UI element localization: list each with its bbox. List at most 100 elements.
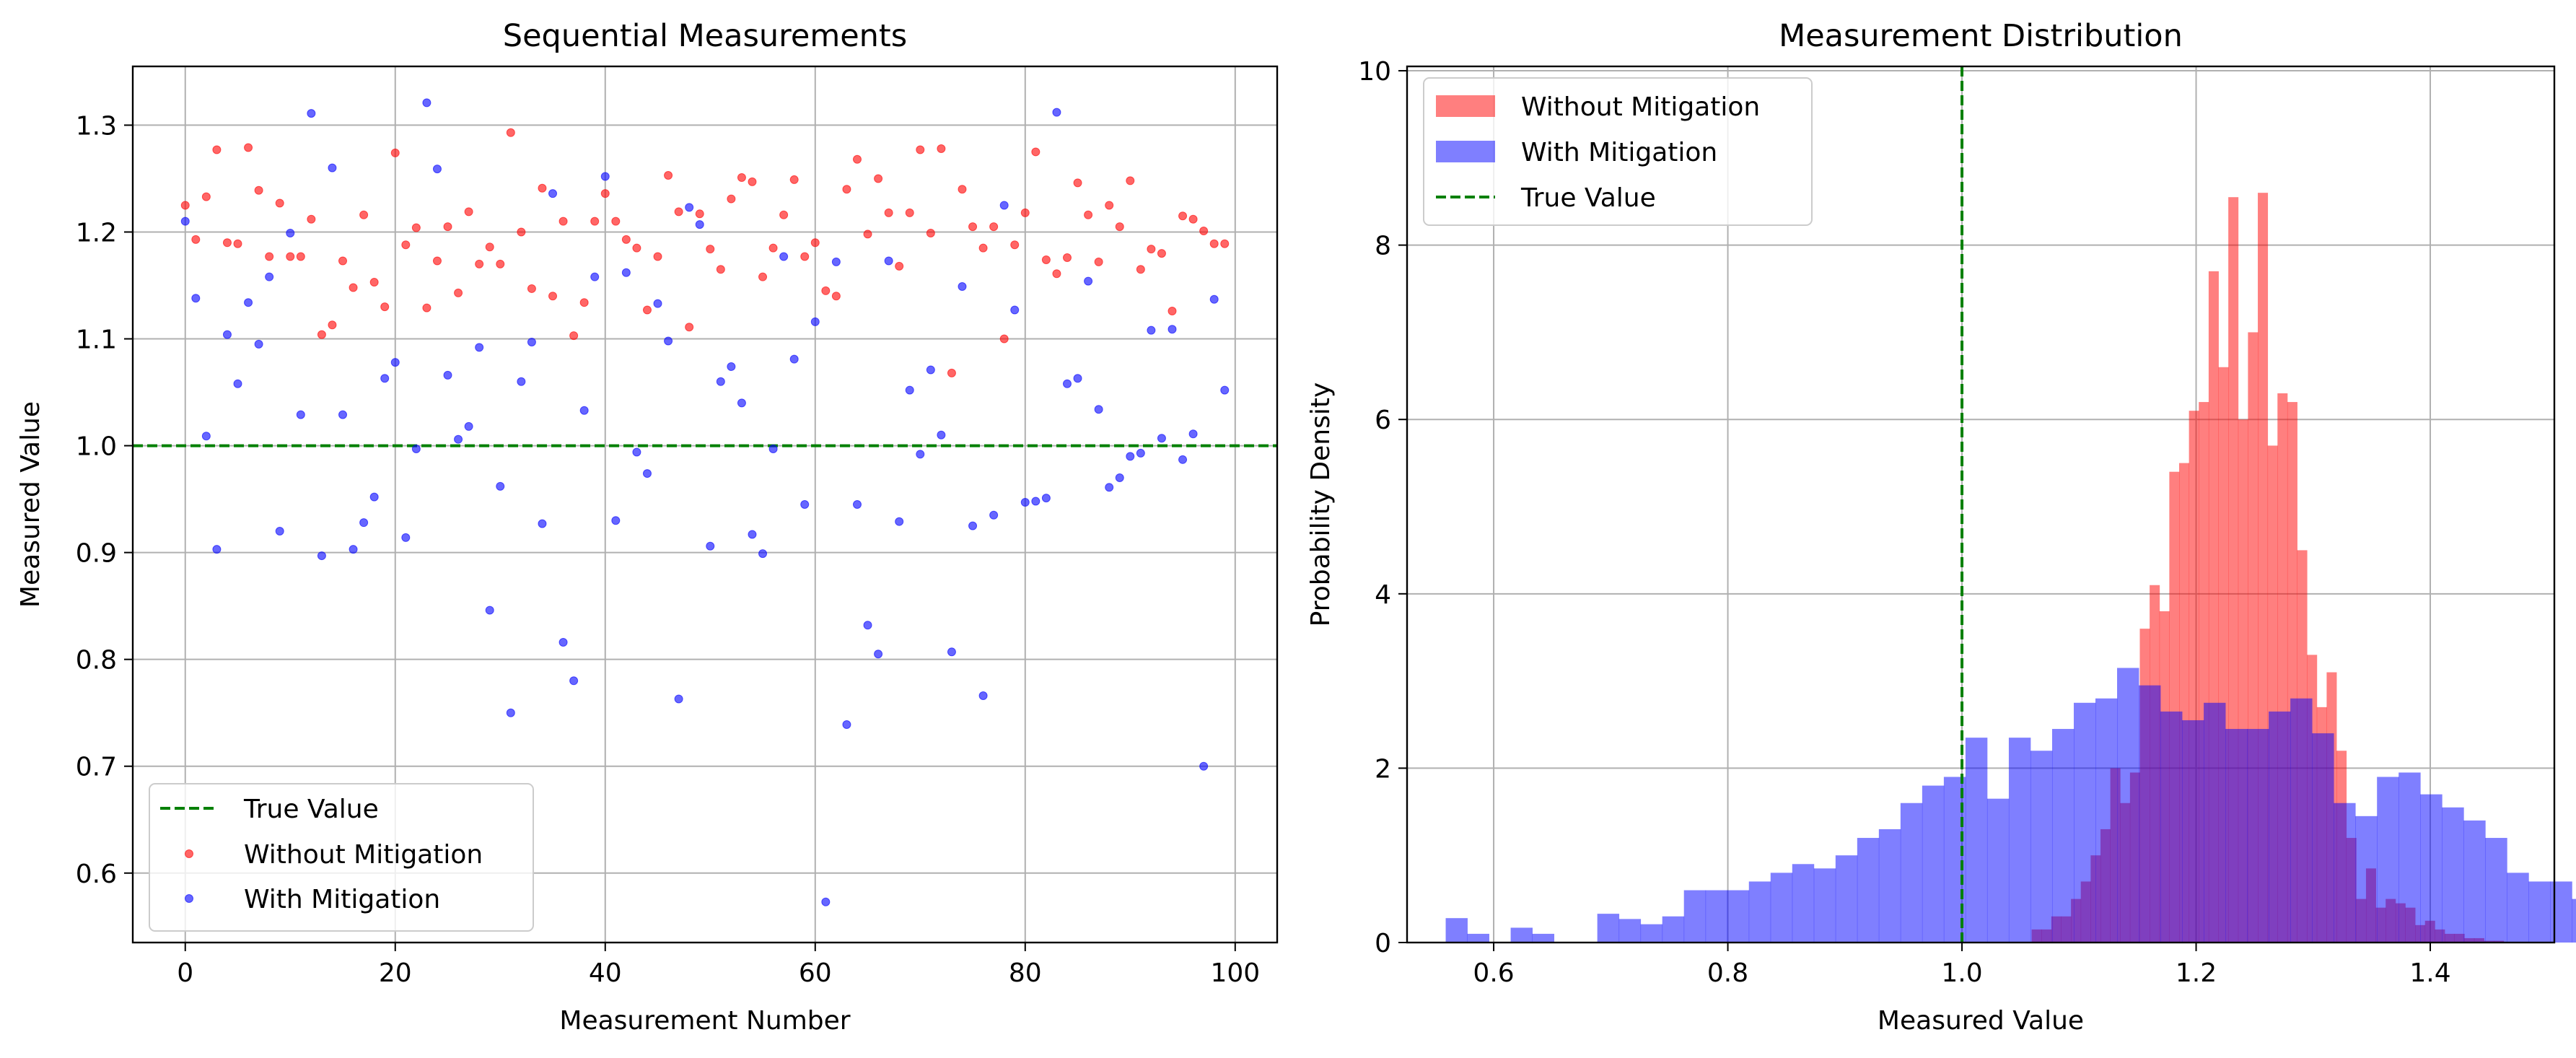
histogram-bar bbox=[2442, 807, 2464, 943]
scatter-point bbox=[789, 354, 799, 364]
scatter-point bbox=[411, 223, 421, 232]
scatter-point bbox=[937, 430, 946, 440]
histogram-bar bbox=[1597, 914, 1620, 943]
scatter-point bbox=[1041, 255, 1051, 264]
scatter-point bbox=[748, 177, 757, 186]
scatter-point bbox=[286, 252, 295, 261]
histogram-title: Measurement Distribution bbox=[1779, 18, 2183, 54]
scatter-point bbox=[338, 410, 348, 419]
x-tick-label: 1.2 bbox=[2176, 958, 2217, 988]
scatter-point bbox=[926, 228, 935, 237]
scatter-point bbox=[1084, 276, 1093, 286]
histogram-bar bbox=[1662, 916, 1685, 943]
scatter-point bbox=[674, 207, 683, 217]
x-tick-label: 1.0 bbox=[1941, 958, 1982, 988]
scatter-point bbox=[590, 272, 600, 281]
scatter-point bbox=[359, 518, 369, 528]
scatter-point bbox=[286, 228, 295, 237]
x-tick-label: 60 bbox=[799, 958, 832, 988]
histogram-x-ticks: 0.6 0.8 1.0 1.2 1.4 bbox=[1473, 943, 2451, 988]
scatter-point bbox=[296, 410, 305, 419]
scatter-point bbox=[464, 207, 473, 217]
scatter-point bbox=[558, 217, 568, 226]
x-tick-label: 100 bbox=[1210, 958, 1260, 988]
histogram-bar bbox=[1943, 777, 1966, 943]
scatter-point bbox=[349, 545, 358, 554]
scatter-point bbox=[307, 109, 316, 118]
scatter-point bbox=[958, 185, 967, 194]
scatter-point bbox=[569, 331, 579, 341]
scatter-series-with-mitigation bbox=[180, 98, 1230, 906]
histogram-bar bbox=[1640, 924, 1663, 943]
histogram-bar bbox=[2507, 873, 2529, 943]
scatter-point bbox=[506, 128, 515, 137]
scatter-point bbox=[685, 323, 694, 332]
histogram-bar bbox=[1727, 890, 1750, 943]
y-tick-label: 0.6 bbox=[76, 860, 117, 889]
scatter-point bbox=[1073, 374, 1082, 383]
scatter-point bbox=[716, 265, 725, 274]
scatter-point bbox=[454, 288, 463, 297]
scatter-point bbox=[621, 235, 631, 244]
scatter-y-axis-label: Measured Value bbox=[16, 401, 45, 608]
scatter-point bbox=[737, 398, 746, 408]
scatter-point bbox=[800, 500, 810, 509]
scatter-point bbox=[1136, 265, 1145, 274]
x-tick-label: 0.6 bbox=[1473, 958, 1514, 988]
y-tick-label: 0.7 bbox=[76, 753, 117, 782]
histogram-bar bbox=[1900, 803, 1923, 943]
legend-label-without-mitigation: Without Mitigation bbox=[244, 840, 483, 870]
legend-label-with-mitigation: With Mitigation bbox=[1521, 138, 1717, 167]
scatter-point bbox=[999, 334, 1009, 344]
scatter-point bbox=[1073, 178, 1082, 188]
scatter-point bbox=[874, 174, 883, 183]
scatter-point bbox=[517, 227, 526, 237]
scatter-point bbox=[748, 530, 757, 539]
histogram-bar bbox=[1922, 785, 1945, 943]
scatter-point bbox=[538, 519, 547, 528]
histogram-bar bbox=[2095, 698, 2118, 943]
histogram-x-axis-label: Measured Value bbox=[1878, 1006, 2084, 1036]
scatter-point bbox=[642, 469, 652, 478]
scatter-point bbox=[1115, 473, 1124, 482]
scatter-point bbox=[842, 720, 851, 729]
scatter-point bbox=[1147, 325, 1156, 335]
scatter-point bbox=[664, 336, 673, 346]
scatter-point bbox=[390, 358, 400, 367]
scatter-point bbox=[884, 256, 893, 266]
scatter-point bbox=[317, 551, 326, 561]
histogram-bar bbox=[1748, 881, 1771, 943]
scatter-point bbox=[1010, 240, 1020, 250]
scatter-point bbox=[212, 545, 222, 554]
scatter-point bbox=[821, 897, 831, 906]
scatter-point bbox=[338, 256, 348, 266]
histogram-bar bbox=[2139, 685, 2161, 943]
histogram-bar bbox=[2051, 729, 2075, 943]
scatter-point bbox=[895, 517, 904, 526]
scatter-point bbox=[380, 374, 390, 383]
scatter-panel: 0 20 40 60 80 100 0.6 0.7 0.8 0.9 1.0 1.1 1.2 1.3 Se… bbox=[16, 18, 1279, 1036]
y-tick-label: 1.1 bbox=[76, 325, 117, 355]
scatter-point bbox=[233, 239, 242, 248]
scatter-point bbox=[695, 220, 704, 229]
scatter-point bbox=[201, 192, 211, 201]
histogram-legend: Without Mitigation With Mitigation True … bbox=[1423, 77, 1813, 226]
scatter-point bbox=[349, 283, 358, 292]
histogram-bar bbox=[2117, 668, 2139, 943]
scatter-point bbox=[1147, 245, 1156, 254]
scatter-point bbox=[989, 222, 999, 232]
scatter-point bbox=[831, 257, 841, 266]
scatter-point bbox=[464, 421, 473, 431]
histogram-bar bbox=[2334, 803, 2356, 943]
scatter-point bbox=[180, 201, 190, 210]
scatter-point bbox=[611, 217, 621, 226]
scatter-point bbox=[422, 303, 431, 312]
scatter-point bbox=[852, 154, 862, 164]
scatter-point bbox=[254, 339, 263, 349]
scatter-point bbox=[328, 163, 337, 172]
histogram-bar bbox=[2290, 698, 2313, 943]
y-tick-label: 2 bbox=[1375, 754, 1391, 784]
scatter-point bbox=[201, 432, 211, 441]
scatter-point bbox=[275, 527, 284, 536]
scatter-y-ticks: 0.6 0.7 0.8 0.9 1.0 1.1 1.2 1.3 bbox=[76, 111, 133, 889]
